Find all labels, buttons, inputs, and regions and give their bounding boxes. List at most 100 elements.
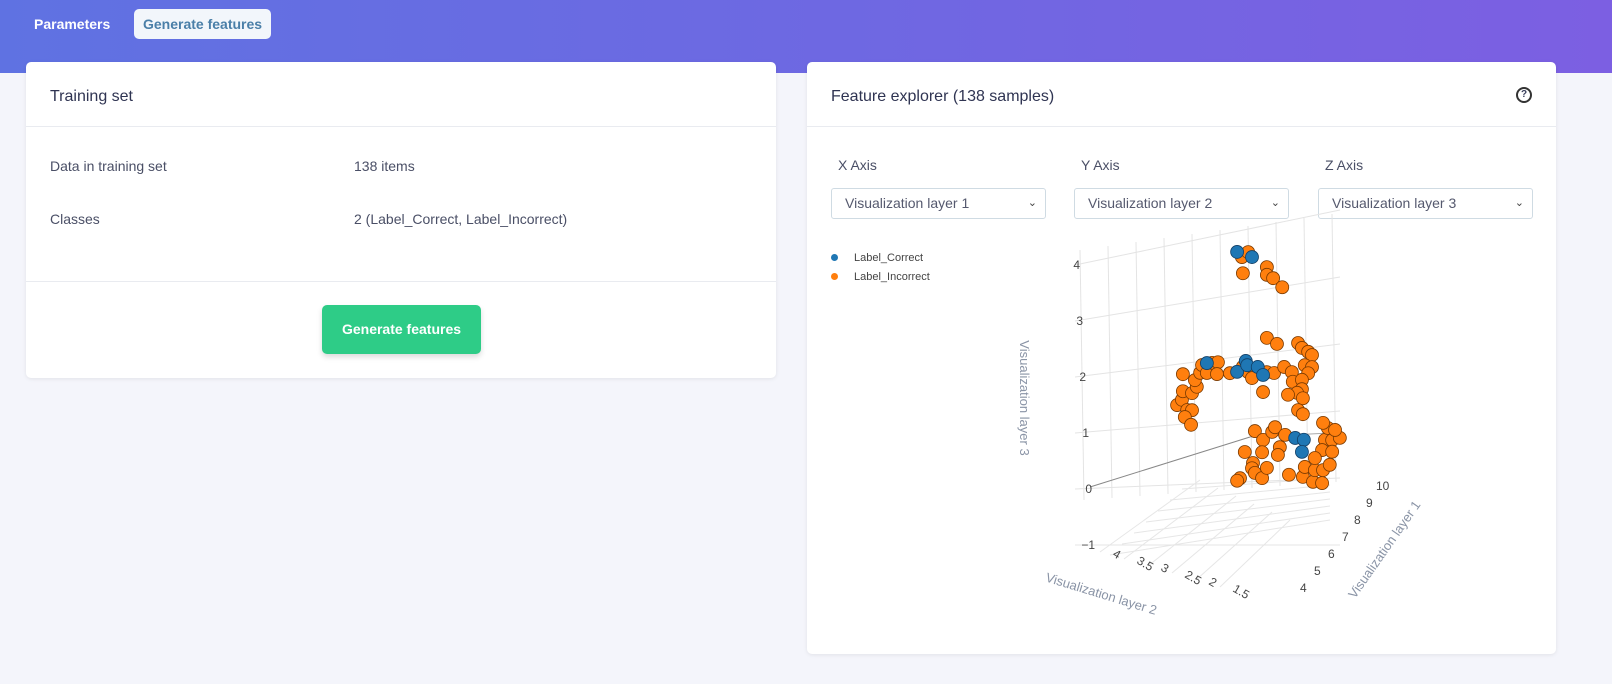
data-point-label-incorrect bbox=[1275, 280, 1290, 295]
row-value: 138 items bbox=[354, 158, 415, 174]
question-circle-icon[interactable]: ? bbox=[1516, 87, 1532, 103]
data-point-label-correct bbox=[1256, 368, 1270, 382]
select-value: Visualization layer 3 bbox=[1332, 195, 1457, 211]
gridline bbox=[1145, 498, 1331, 523]
z-axis-label: Z Axis bbox=[1325, 157, 1364, 173]
row-label: Data in training set bbox=[50, 158, 167, 174]
gridline bbox=[1123, 487, 1219, 560]
data-point-label-incorrect bbox=[1268, 420, 1282, 435]
z-tick-label: −1 bbox=[1081, 538, 1095, 552]
x-axis-select[interactable]: Visualization layer 1 ⌄ bbox=[831, 188, 1046, 219]
z-axis-title: Visualization layer 3 bbox=[1017, 340, 1032, 455]
legend-item[interactable]: Label_Correct bbox=[831, 248, 930, 267]
divider bbox=[807, 126, 1556, 127]
data-point-label-correct bbox=[1230, 245, 1245, 259]
x-tick-label: 6 bbox=[1328, 547, 1335, 561]
x-tick-label: 4 bbox=[1300, 581, 1307, 595]
gridline bbox=[1079, 249, 1085, 501]
data-point-label-correct bbox=[1295, 444, 1309, 459]
gridline bbox=[1109, 519, 1331, 556]
data-point-label-incorrect bbox=[1271, 448, 1285, 462]
data-point-label-incorrect bbox=[1255, 445, 1269, 460]
data-point-label-incorrect bbox=[1237, 445, 1252, 459]
legend-marker bbox=[831, 273, 838, 280]
x-tick-label: 10 bbox=[1376, 479, 1390, 493]
select-value: Visualization layer 1 bbox=[845, 195, 970, 211]
z-tick-label: 3 bbox=[1076, 314, 1083, 328]
data-point-label-incorrect bbox=[1328, 423, 1342, 437]
data-point-label-incorrect bbox=[1315, 476, 1329, 490]
row-value: 2 (Label_Correct, Label_Incorrect) bbox=[354, 211, 568, 227]
data-point-label-incorrect bbox=[1259, 460, 1274, 475]
gridline bbox=[1147, 495, 1237, 567]
y-tick-label: 3 bbox=[1159, 560, 1172, 576]
y-tick-label: 1.5 bbox=[1231, 581, 1253, 602]
top-navigation: Parameters Generate features bbox=[0, 0, 1612, 73]
x-tick-label: 8 bbox=[1354, 513, 1361, 527]
card-title: Training set bbox=[50, 88, 133, 105]
data-point-label-incorrect bbox=[1307, 451, 1322, 465]
y-tick-label: 2 bbox=[1207, 574, 1220, 590]
data-point-label-incorrect bbox=[1282, 467, 1296, 482]
data-point-label-incorrect bbox=[1184, 417, 1198, 432]
y-tick-label: 3.5 bbox=[1135, 553, 1157, 574]
chevron-down-icon: ⌄ bbox=[1514, 197, 1524, 209]
legend-label: Label_Incorrect bbox=[854, 270, 930, 283]
z-tick-label: 1 bbox=[1082, 426, 1089, 440]
gridline bbox=[1133, 505, 1331, 534]
card-title: Feature explorer (138 samples) bbox=[831, 88, 1055, 105]
y-axis-title: Visualization layer 2 bbox=[1044, 570, 1159, 618]
gridline bbox=[1074, 209, 1341, 266]
chevron-down-icon: ⌄ bbox=[1270, 197, 1280, 209]
data-point-label-correct bbox=[1245, 250, 1259, 264]
tab-parameters[interactable]: Parameters bbox=[34, 16, 111, 32]
divider bbox=[26, 126, 776, 127]
data-point-label-incorrect bbox=[1325, 444, 1340, 459]
divider bbox=[26, 281, 776, 282]
data-point-label-incorrect bbox=[1266, 271, 1281, 286]
chevron-down-icon: ⌄ bbox=[1027, 197, 1037, 209]
gridline bbox=[1171, 503, 1255, 574]
data-point-label-incorrect bbox=[1256, 385, 1270, 399]
data-point-label-incorrect bbox=[1230, 473, 1245, 488]
y-tick-label: 2.5 bbox=[1183, 567, 1205, 588]
axis-line bbox=[1089, 436, 1251, 488]
data-point-label-incorrect bbox=[1316, 415, 1330, 430]
gridline bbox=[1074, 477, 1341, 490]
data-point-label-incorrect bbox=[1259, 330, 1274, 345]
gridline bbox=[1099, 479, 1201, 553]
y-axis-label: Y Axis bbox=[1081, 157, 1120, 173]
gridline bbox=[1219, 519, 1291, 588]
gridline bbox=[1195, 511, 1273, 581]
x-axis-label: X Axis bbox=[838, 157, 877, 173]
data-point-label-correct bbox=[1199, 356, 1214, 370]
x-tick-label: 5 bbox=[1314, 564, 1321, 578]
legend-item[interactable]: Label_Incorrect bbox=[831, 267, 930, 286]
legend-label: Label_Correct bbox=[854, 251, 924, 264]
gridline bbox=[1169, 484, 1331, 501]
data-point-label-incorrect bbox=[1295, 407, 1310, 422]
data-point-label-incorrect bbox=[1175, 367, 1190, 382]
gridline bbox=[1191, 233, 1197, 493]
z-axis-select[interactable]: Visualization layer 3 ⌄ bbox=[1318, 188, 1533, 219]
z-tick-label: 2 bbox=[1079, 370, 1086, 384]
y-tick-label: 4 bbox=[1111, 546, 1124, 562]
x-tick-label: 9 bbox=[1366, 496, 1373, 510]
tab-generate-features[interactable]: Generate features bbox=[134, 9, 272, 39]
data-point-label-incorrect bbox=[1295, 391, 1310, 406]
data-point-label-incorrect bbox=[1247, 424, 1262, 438]
z-tick-label: 0 bbox=[1085, 482, 1092, 496]
z-tick-label: 4 bbox=[1073, 258, 1080, 272]
x-tick-label: 7 bbox=[1342, 530, 1349, 544]
y-axis-select[interactable]: Visualization layer 2 ⌄ bbox=[1074, 188, 1289, 219]
data-point-label-correct bbox=[1230, 364, 1245, 379]
chart-legend: Label_Correct Label_Incorrect bbox=[831, 248, 930, 286]
data-point-label-incorrect bbox=[1281, 387, 1295, 402]
row-label: Classes bbox=[50, 211, 100, 227]
generate-features-button[interactable]: Generate features bbox=[322, 305, 481, 354]
data-point-label-incorrect bbox=[1235, 266, 1250, 281]
gridline bbox=[1107, 245, 1113, 499]
gridline bbox=[1074, 276, 1341, 322]
select-value: Visualization layer 2 bbox=[1088, 195, 1213, 211]
